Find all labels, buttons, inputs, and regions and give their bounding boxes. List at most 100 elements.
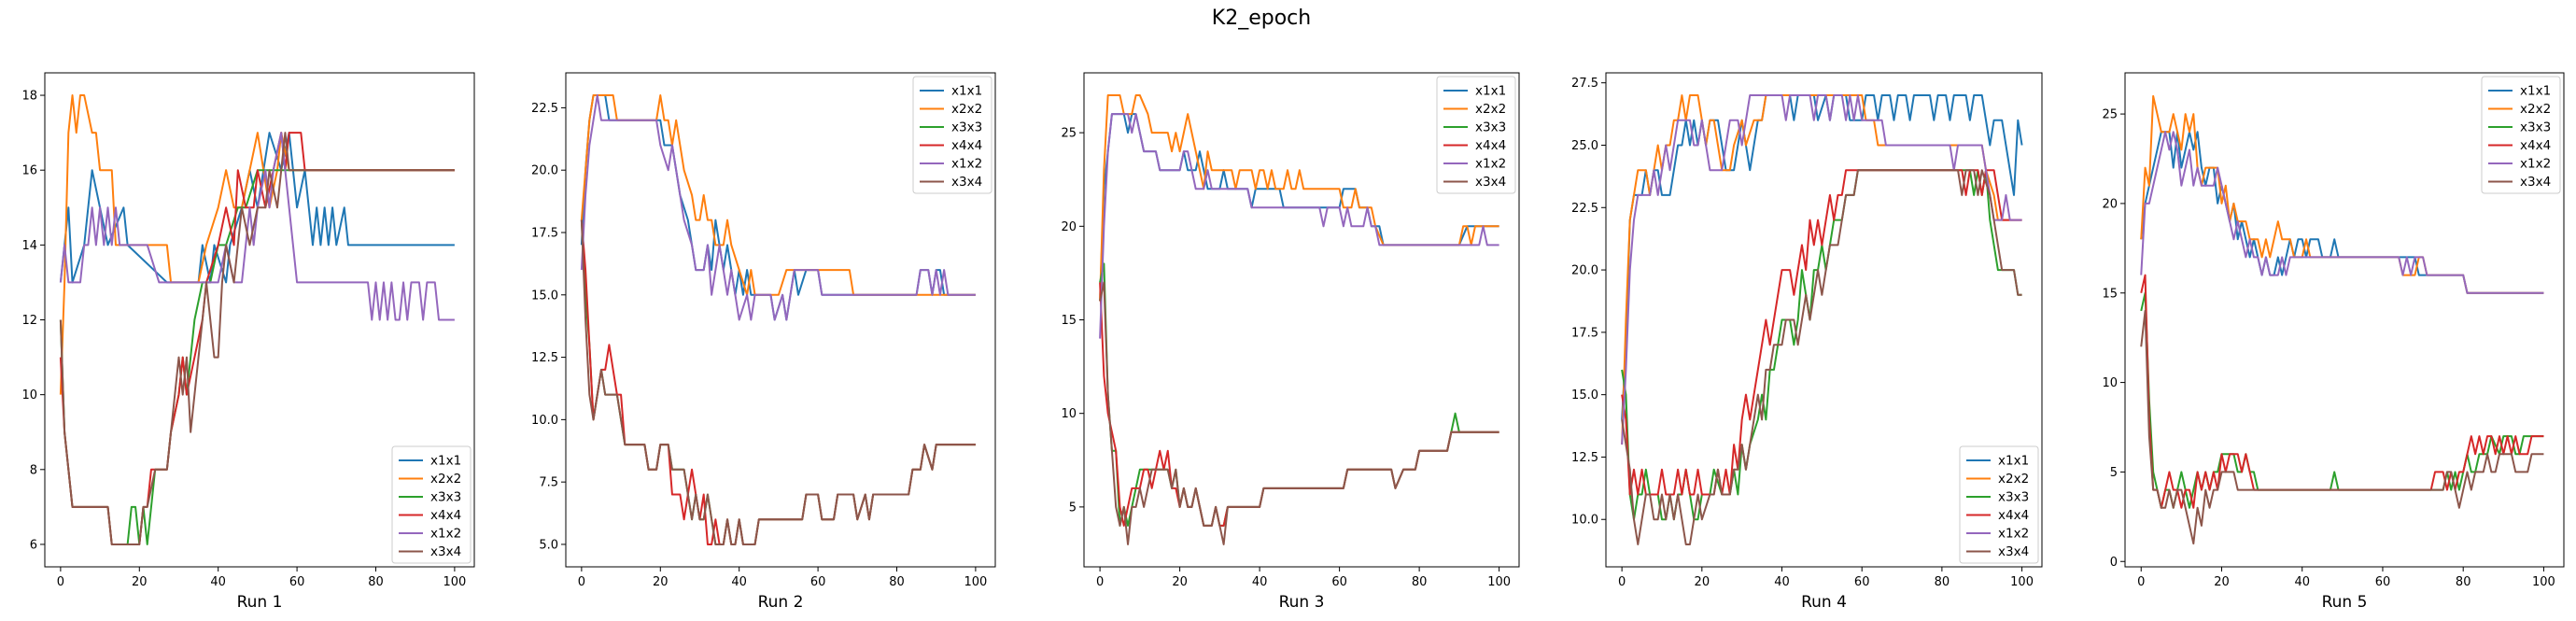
y-tick-label: 20.0 — [1571, 264, 1598, 278]
legend-label-x2x2: x2x2 — [1475, 102, 1506, 117]
series-line-x1x1 — [1621, 94, 2023, 420]
series-line-x2x2 — [1621, 94, 2022, 445]
series-lines — [59, 94, 455, 545]
x-tick-label: 60 — [810, 575, 826, 589]
y-tick-label: 14 — [21, 239, 37, 253]
series-line-x1x2 — [1099, 113, 1499, 339]
legend-label-x3x4: x3x4 — [1475, 175, 1506, 190]
legend-label-x4x4: x4x4 — [2520, 138, 2551, 153]
x-tick-label: 80 — [1412, 575, 1428, 589]
y-tick-label: 15 — [2102, 287, 2118, 301]
x-tick-label: 20 — [1172, 575, 1188, 589]
y-tick-label: 10.0 — [531, 414, 558, 428]
x-tick-label: 40 — [1252, 575, 1268, 589]
series-line-x3x3 — [2140, 291, 2544, 509]
legend-label-x3x3: x3x3 — [1475, 120, 1506, 135]
series-line-x1x2 — [1621, 94, 2022, 445]
x-tick-label: 0 — [1096, 575, 1104, 589]
legend-label-x1x2: x1x2 — [1475, 157, 1506, 172]
x-tick-label: 40 — [210, 575, 226, 589]
legend-label-x3x3: x3x3 — [430, 490, 461, 505]
x-tick-label: 40 — [2294, 575, 2310, 589]
x-tick-label: 0 — [2137, 575, 2145, 589]
x-tick-label: 0 — [57, 575, 64, 589]
y-tick-label: 10 — [1061, 407, 1077, 421]
series-line-x3x4 — [1621, 169, 2022, 545]
y-tick-label: 7.5 — [539, 476, 558, 490]
legend-label-x3x4: x3x4 — [951, 175, 982, 190]
legend-label-x2x2: x2x2 — [1998, 472, 2029, 487]
legend-label-x1x1: x1x1 — [1475, 84, 1506, 99]
x-tick-label: 100 — [443, 575, 466, 589]
y-tick-label: 5 — [1069, 501, 1077, 515]
series-line-x3x4 — [59, 132, 455, 545]
y-tick-label: 10.0 — [1571, 514, 1598, 528]
figure-title: K2_epoch — [1212, 7, 1311, 30]
series-line-x4x4 — [1099, 282, 1499, 527]
x-tick-label: 80 — [368, 575, 384, 589]
y-tick-label: 18 — [21, 90, 37, 104]
x-axis-label: Run 5 — [2322, 593, 2368, 612]
legend: x1x1 x2x2 x3x3 x4x4 x1x2 x3x4 — [912, 76, 992, 194]
x-axis-label: Run 1 — [237, 593, 283, 612]
x-tick-label: 80 — [1935, 575, 1950, 589]
series-lines — [580, 94, 976, 545]
subplot-4: 0 20 40 60 80 100 10.0 12.5 15.0 17.5 20.0 22.5 25.0… — [1571, 72, 2043, 612]
x-tick-label: 100 — [2532, 575, 2555, 589]
series-line-x1x2 — [59, 132, 455, 321]
legend: x1x1 x2x2 x3x3 x4x4 x1x2 x3x4 — [391, 445, 472, 564]
y-tick-label: 22.5 — [1571, 202, 1598, 216]
series-line-x2x2 — [1099, 94, 1499, 302]
series-line-x3x4 — [1099, 281, 1499, 545]
subplot-2: 0 20 40 60 80 100 5.0 7.5 10.0 12.5 15.0 17.5 20.0 22… — [531, 72, 996, 612]
y-tick-label: 12 — [21, 314, 37, 328]
legend-label-x1x2: x1x2 — [1998, 527, 2029, 542]
legend-label-x4x4: x4x4 — [430, 508, 461, 523]
x-axis-label: Run 4 — [1801, 593, 1847, 612]
x-tick-label: 60 — [2375, 575, 2391, 589]
y-tick-label: 22.5 — [531, 102, 558, 116]
series-line-x1x2 — [580, 94, 976, 321]
y-tick-label: 20 — [1061, 220, 1077, 234]
y-tick-label: 17.5 — [1571, 326, 1598, 340]
y-tick-label: 8 — [30, 463, 37, 477]
y-tick-label: 15.0 — [1571, 388, 1598, 402]
legend-label-x1x1: x1x1 — [951, 84, 982, 99]
series-lines — [1099, 94, 1499, 545]
x-tick-label: 100 — [964, 575, 987, 589]
legend-label-x4x4: x4x4 — [951, 138, 982, 153]
y-tick-label: 27.5 — [1571, 77, 1598, 91]
legend-label-x3x3: x3x3 — [951, 120, 982, 135]
y-tick-label: 25.0 — [1571, 139, 1598, 153]
legend-label-x2x2: x2x2 — [951, 102, 982, 117]
y-tick-label: 12.5 — [1571, 451, 1598, 465]
x-tick-label: 0 — [578, 575, 585, 589]
x-tick-label: 100 — [1487, 575, 1511, 589]
series-lines — [1621, 94, 2023, 545]
plot-frame — [565, 72, 996, 568]
x-tick-label: 60 — [1331, 575, 1347, 589]
y-tick-label: 10 — [2102, 376, 2118, 390]
y-tick-label: 25 — [1061, 127, 1077, 141]
y-tick-label: 5.0 — [539, 538, 558, 552]
legend-label-x4x4: x4x4 — [1475, 138, 1506, 153]
y-tick-label: 20 — [2102, 197, 2118, 211]
legend-label-x3x3: x3x3 — [2520, 120, 2551, 135]
legend-label-x2x2: x2x2 — [430, 472, 461, 487]
legend: x1x1 x2x2 x3x3 x4x4 x1x2 x3x4 — [1959, 445, 2039, 564]
legend-label-x1x2: x1x2 — [2520, 157, 2551, 172]
y-tick-label: 15 — [1061, 314, 1077, 328]
legend: x1x1 x2x2 x3x3 x4x4 x1x2 x3x4 — [1436, 76, 1516, 194]
plot-frame — [1605, 72, 2043, 568]
series-line-x4x4 — [580, 219, 976, 545]
y-tick-label: 5 — [2110, 466, 2118, 480]
legend-label-x1x2: x1x2 — [951, 157, 982, 172]
y-tick-label: 17.5 — [531, 226, 558, 240]
y-tick-label: 15.0 — [531, 289, 558, 303]
series-line-x3x4 — [2140, 309, 2544, 545]
x-axis-label: Run 2 — [758, 593, 804, 612]
legend-label-x1x1: x1x1 — [430, 454, 461, 469]
